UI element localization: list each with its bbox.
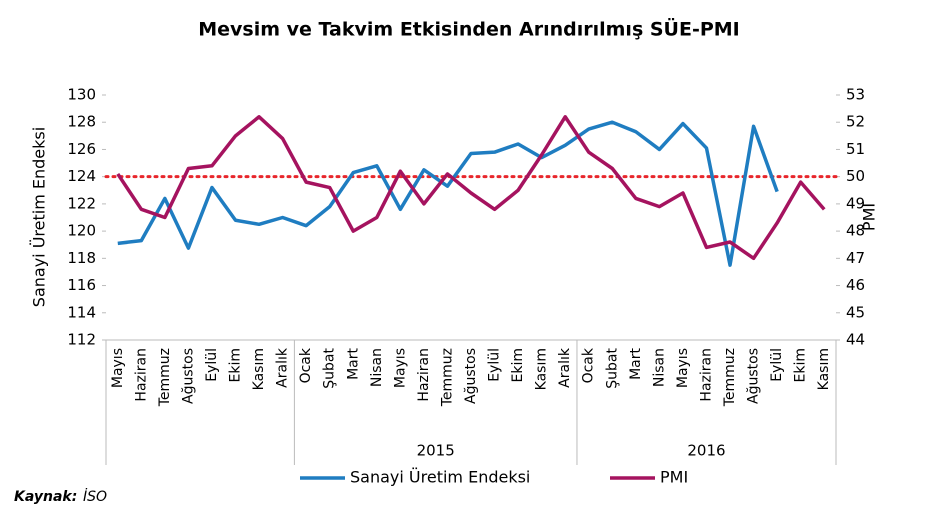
x-tick-label: Mayıs bbox=[110, 348, 126, 388]
x-tick-label: Ağustos bbox=[463, 348, 479, 404]
y2-tick-label: 50 bbox=[846, 167, 865, 185]
x-tick-label: Aralık bbox=[557, 347, 573, 388]
x-tick-label: Kasım bbox=[251, 348, 267, 390]
x-tick-label: Şubat bbox=[604, 347, 620, 388]
x-tick-label: Mayıs bbox=[392, 348, 408, 388]
x-tick-label: Mayıs bbox=[675, 348, 691, 388]
y2-tick-label: 53 bbox=[846, 86, 865, 104]
x-tick-label: Nisan bbox=[651, 348, 667, 387]
y-tick-label: 118 bbox=[67, 249, 96, 267]
group-label: 2015 bbox=[417, 442, 455, 460]
legend-label: PMI bbox=[660, 468, 688, 487]
x-tick-label: Ekim bbox=[510, 348, 526, 382]
x-tick-label: Nisan bbox=[369, 348, 385, 387]
y2-tick-label: 45 bbox=[846, 303, 865, 321]
x-tick-label: Eylül bbox=[204, 348, 220, 382]
y-tick-label: 126 bbox=[67, 140, 96, 158]
y-tick-label: 128 bbox=[67, 113, 96, 131]
x-tick-label: Eylül bbox=[487, 348, 503, 382]
series-line bbox=[116, 115, 826, 261]
y-tick-label: 120 bbox=[67, 222, 96, 240]
x-tick-label: Ekim bbox=[228, 348, 244, 382]
x-tick-label: Temmuz bbox=[439, 348, 455, 407]
x-tick-label: Temmuz bbox=[722, 348, 738, 407]
x-tick-label: Haziran bbox=[416, 348, 432, 402]
series-line bbox=[117, 120, 779, 267]
y2-tick-label: 44 bbox=[846, 331, 865, 349]
x-tick-label: Ekim bbox=[793, 348, 809, 382]
source-text: İSO bbox=[83, 487, 107, 505]
x-tick-label: Eylül bbox=[769, 348, 785, 382]
legend-label: Sanayi Üretim Endeksi bbox=[350, 468, 530, 487]
x-tick-label: Ocak bbox=[298, 347, 314, 383]
y2-tick-label: 48 bbox=[846, 222, 865, 240]
y-tick-label: 124 bbox=[67, 167, 96, 185]
y-tick-label: 112 bbox=[67, 331, 96, 349]
chart-title: Mevsim ve Takvim Etkisinden Arındırılmış… bbox=[198, 17, 740, 41]
y2-tick-label: 46 bbox=[846, 276, 865, 294]
y-axis-label: Sanayi Üretim Endeksi bbox=[30, 127, 49, 307]
y-tick-label: 122 bbox=[67, 194, 96, 212]
y-tick-label: 114 bbox=[67, 303, 96, 321]
y2-tick-label: 52 bbox=[846, 113, 865, 131]
x-tick-label: Mart bbox=[628, 347, 644, 379]
x-tick-label: Ağustos bbox=[180, 348, 196, 404]
y2-tick-label: 47 bbox=[846, 249, 865, 267]
x-tick-label: Aralık bbox=[275, 347, 291, 388]
y2-tick-label: 49 bbox=[846, 194, 865, 212]
y-tick-label: 116 bbox=[67, 276, 96, 294]
x-tick-label: Şubat bbox=[322, 347, 338, 388]
x-tick-label: Temmuz bbox=[157, 348, 173, 407]
group-label: 2016 bbox=[687, 442, 725, 460]
source-label: Kaynak: bbox=[14, 489, 77, 505]
x-tick-label: Haziran bbox=[133, 348, 149, 402]
x-tick-label: Kasım bbox=[816, 348, 832, 390]
y-tick-label: 130 bbox=[67, 86, 96, 104]
x-tick-label: Mart bbox=[345, 347, 361, 379]
x-tick-label: Ocak bbox=[581, 347, 597, 383]
y2-tick-label: 51 bbox=[846, 140, 865, 158]
x-tick-label: Haziran bbox=[698, 348, 714, 402]
y2-axis-label: PMI bbox=[860, 203, 879, 231]
x-tick-label: Kasım bbox=[534, 348, 550, 390]
x-tick-label: Ağustos bbox=[746, 348, 762, 404]
